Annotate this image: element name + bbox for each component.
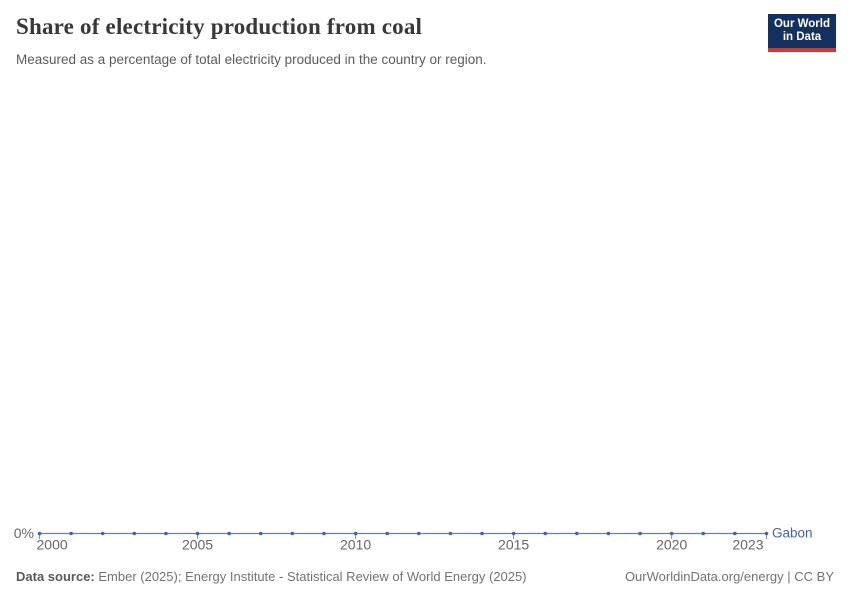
data-point-2017[interactable] bbox=[575, 531, 579, 536]
data-point-2012[interactable] bbox=[417, 531, 421, 536]
data-point-2023[interactable] bbox=[764, 531, 769, 536]
data-point-2022[interactable] bbox=[733, 531, 737, 536]
x-tick-label: 2005 bbox=[182, 537, 213, 553]
x-tick-label: 2020 bbox=[656, 537, 687, 553]
owid-logo-line2: in Data bbox=[782, 31, 822, 43]
data-point-2002[interactable] bbox=[100, 531, 105, 536]
data-point-2001[interactable] bbox=[69, 531, 73, 536]
series-label-gabon[interactable]: Gabon bbox=[772, 526, 813, 541]
chart-title: Share of electricity production from coa… bbox=[16, 14, 423, 39]
data-point-2005[interactable] bbox=[195, 531, 200, 536]
data-point-2020[interactable] bbox=[669, 531, 674, 536]
data-point-2015[interactable] bbox=[511, 531, 516, 536]
data-point-2011[interactable] bbox=[385, 531, 389, 536]
data-point-2021[interactable] bbox=[701, 531, 706, 536]
data-point-2014[interactable] bbox=[480, 531, 484, 536]
x-tick-label: 2015 bbox=[498, 537, 529, 553]
data-point-2003[interactable] bbox=[132, 531, 137, 536]
x-tick-label: 2010 bbox=[340, 537, 371, 553]
data-point-2008[interactable] bbox=[290, 531, 295, 536]
data-point-2019[interactable] bbox=[638, 531, 642, 536]
data-point-2013[interactable] bbox=[448, 531, 453, 536]
y-tick-label: 0% bbox=[14, 525, 34, 541]
data-point-2018[interactable] bbox=[606, 531, 611, 536]
data-point-2010[interactable] bbox=[353, 531, 358, 536]
x-tick-label: 2000 bbox=[37, 537, 68, 553]
data-source-text: Ember (2025); Energy Institute - Statist… bbox=[94, 569, 527, 584]
data-point-2007[interactable] bbox=[258, 531, 263, 536]
owid-logo[interactable]: Our World in Data bbox=[768, 14, 836, 52]
owid-url-license[interactable]: OurWorldinData.org/energy | CC BY bbox=[624, 569, 834, 584]
x-tick-label: 2023 bbox=[732, 537, 763, 553]
data-point-2004[interactable] bbox=[164, 531, 168, 536]
chart-subtitle: Measured as a percentage of total electr… bbox=[16, 52, 487, 67]
data-point-2016[interactable] bbox=[543, 531, 548, 536]
data-point-2006[interactable] bbox=[227, 531, 231, 536]
data-point-2009[interactable] bbox=[322, 531, 326, 536]
owid-logo-line1: Our World bbox=[773, 18, 830, 30]
data-point-2000[interactable] bbox=[37, 531, 42, 536]
data-source-note: Data source: Ember (2025); Energy Instit… bbox=[16, 569, 527, 584]
data-source-label: Data source: bbox=[16, 569, 95, 584]
